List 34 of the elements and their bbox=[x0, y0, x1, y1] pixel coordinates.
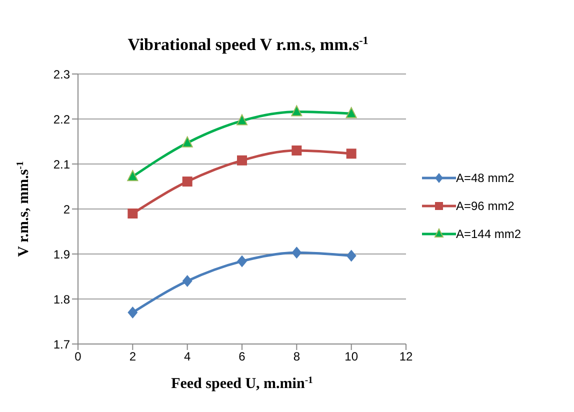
y-tick-label: 2.1 bbox=[53, 157, 70, 172]
point bbox=[128, 306, 138, 318]
point bbox=[182, 136, 193, 148]
point bbox=[346, 250, 356, 262]
point bbox=[346, 107, 357, 118]
point bbox=[292, 246, 302, 259]
y-tick-label: 2.2 bbox=[53, 112, 70, 126]
x-tick-label: 6 bbox=[238, 350, 246, 364]
y-tick-label: 2 bbox=[63, 202, 70, 216]
point bbox=[182, 176, 192, 187]
x-tick-label: 2 bbox=[129, 350, 136, 364]
x-tick-label: 4 bbox=[184, 350, 191, 364]
y-tick-label: 2.3 bbox=[53, 67, 70, 82]
point bbox=[237, 255, 247, 268]
point bbox=[127, 170, 138, 182]
point bbox=[346, 148, 356, 159]
x-tick-label: 0 bbox=[74, 350, 82, 364]
point bbox=[237, 155, 247, 166]
point bbox=[292, 146, 302, 156]
point bbox=[182, 275, 192, 287]
legend-label: A=144 mm2 bbox=[456, 227, 522, 241]
point bbox=[128, 208, 138, 218]
y-tick-label: 1.7 bbox=[53, 337, 70, 352]
legend-label: A=96 mm2 bbox=[456, 199, 514, 213]
chart-title: Vibrational speed V r.m.s, mm.s$^{-1}$ bbox=[128, 35, 368, 54]
y-tick-label: 1.9 bbox=[53, 247, 70, 262]
x-tick-label: 10 bbox=[344, 350, 358, 364]
x-tick-label: 8 bbox=[293, 350, 300, 364]
point bbox=[236, 114, 248, 126]
x-axis-title: Feed speed U, m.min$^{-1}$ bbox=[171, 374, 314, 392]
y-tick-label: 1.8 bbox=[53, 292, 70, 306]
point bbox=[291, 105, 302, 116]
x-tick-label: 12 bbox=[399, 350, 413, 364]
legend-label: A=48 mm2 bbox=[456, 171, 514, 185]
